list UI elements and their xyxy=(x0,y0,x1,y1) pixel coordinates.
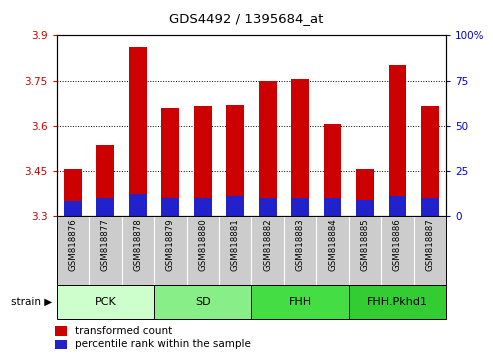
Text: GSM818880: GSM818880 xyxy=(198,218,207,271)
Bar xyxy=(161,108,179,216)
Bar xyxy=(129,194,147,216)
Bar xyxy=(55,326,67,336)
Bar xyxy=(356,169,374,216)
Bar xyxy=(291,198,309,216)
Text: SD: SD xyxy=(195,297,211,307)
Bar xyxy=(97,198,114,216)
Text: FHH: FHH xyxy=(288,297,312,307)
Bar xyxy=(388,196,406,216)
Text: GSM818877: GSM818877 xyxy=(101,218,110,271)
FancyBboxPatch shape xyxy=(57,285,154,319)
Bar xyxy=(194,198,211,216)
Bar xyxy=(226,196,244,216)
Bar xyxy=(64,169,82,216)
Bar xyxy=(421,106,439,216)
Text: GSM818886: GSM818886 xyxy=(393,218,402,271)
Bar xyxy=(64,201,82,216)
Text: GSM818879: GSM818879 xyxy=(166,218,175,271)
Bar xyxy=(259,80,277,216)
Bar xyxy=(226,104,244,216)
Text: GSM818883: GSM818883 xyxy=(296,218,305,271)
Bar xyxy=(388,65,406,216)
Text: GSM818885: GSM818885 xyxy=(360,218,370,271)
Bar xyxy=(55,340,67,349)
Bar xyxy=(161,198,179,216)
Bar xyxy=(129,47,147,216)
FancyBboxPatch shape xyxy=(349,285,446,319)
Text: strain ▶: strain ▶ xyxy=(10,297,52,307)
Text: GSM818878: GSM818878 xyxy=(133,218,142,271)
Bar xyxy=(259,198,277,216)
FancyBboxPatch shape xyxy=(154,285,251,319)
Text: transformed count: transformed count xyxy=(75,326,172,336)
Text: FHH.Pkhd1: FHH.Pkhd1 xyxy=(367,297,428,307)
Text: GSM818887: GSM818887 xyxy=(425,218,434,271)
FancyBboxPatch shape xyxy=(251,285,349,319)
Text: GSM818884: GSM818884 xyxy=(328,218,337,271)
Bar xyxy=(194,106,211,216)
Text: GSM818881: GSM818881 xyxy=(231,218,240,271)
Text: GDS4492 / 1395684_at: GDS4492 / 1395684_at xyxy=(169,12,324,25)
Text: PCK: PCK xyxy=(95,297,116,307)
Text: GSM818882: GSM818882 xyxy=(263,218,272,271)
Bar xyxy=(323,198,342,216)
Bar xyxy=(421,198,439,216)
Bar xyxy=(291,79,309,216)
Text: GSM818876: GSM818876 xyxy=(69,218,77,271)
Bar xyxy=(97,145,114,216)
Bar xyxy=(323,124,342,216)
Bar xyxy=(356,200,374,216)
Text: percentile rank within the sample: percentile rank within the sample xyxy=(75,339,250,349)
